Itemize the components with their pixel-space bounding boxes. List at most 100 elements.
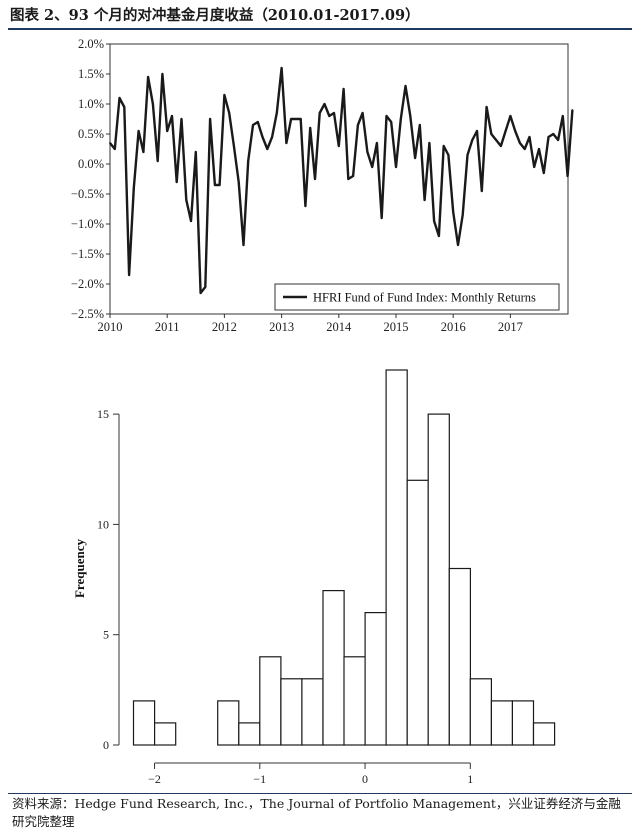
data-point [523, 148, 526, 150]
data-point [137, 130, 140, 132]
data-point [352, 175, 354, 177]
data-point [223, 94, 226, 96]
data-point [461, 214, 464, 216]
series-line-hfri [109, 66, 574, 295]
data-point [519, 142, 521, 144]
data-point [542, 172, 545, 174]
x-tick-label: 2010 [98, 320, 123, 334]
data-point [557, 139, 559, 141]
histogram-bar [322, 590, 345, 746]
legend: HFRI Fund of Fund Index: Monthly Returns [274, 283, 560, 311]
data-point [433, 220, 435, 222]
data-point [452, 211, 455, 213]
histogram-bar [448, 567, 471, 746]
data-point [428, 142, 431, 144]
x-tick-label: 2012 [212, 320, 237, 334]
data-point [166, 130, 169, 132]
data-point [414, 157, 416, 159]
data-point [380, 217, 383, 219]
x-tick-label: −2 [148, 772, 161, 786]
data-point [194, 151, 197, 153]
data-point [552, 133, 555, 135]
data-point [376, 142, 378, 144]
data-point [447, 154, 450, 156]
data-point [204, 286, 207, 288]
data-point [466, 154, 469, 156]
data-point [285, 142, 288, 144]
source-note: 资料来源：Hedge Fund Research, Inc.，The Journ… [12, 796, 621, 829]
data-point [214, 184, 216, 186]
histogram-bar [406, 479, 429, 746]
data-point [190, 220, 192, 222]
histogram-bar [217, 700, 240, 746]
y-tick-label: 2.0% [78, 37, 104, 51]
data-point [199, 292, 202, 294]
data-point [261, 136, 264, 138]
plot-frame [109, 43, 569, 315]
data-point [247, 160, 250, 162]
y-tick-label: −2.5% [71, 307, 104, 321]
line-chart: 2.0% 1.5% 1.0% 0.5% 0.0% −0.5% −1.0% −1.5% −2.0%… [71, 37, 574, 334]
data-point [171, 115, 173, 117]
histogram-bar [511, 700, 535, 746]
data-point [500, 145, 502, 147]
data-point [242, 244, 245, 246]
data-point [566, 175, 569, 177]
y-tick-label: 1.5% [78, 67, 104, 81]
data-point [299, 118, 302, 120]
data-point [275, 112, 278, 114]
data-point [347, 178, 350, 180]
figure-title: 图表 2、93 个月的对冲基金月度收益（2010.01-2017.09） [10, 7, 420, 24]
y-tick-label: 1.0% [78, 97, 104, 111]
data-point [161, 73, 164, 75]
histogram-bar [132, 700, 156, 746]
data-point [123, 106, 126, 108]
histogram-chart: 0 5 10 15 Frequency −2 −1 0 1 [72, 369, 556, 786]
data-point [547, 136, 550, 138]
data-point [457, 244, 459, 246]
x-tick-label: 2013 [269, 320, 294, 334]
data-point [256, 121, 259, 123]
data-point [533, 166, 536, 168]
data-point [361, 112, 364, 114]
data-point [490, 133, 493, 135]
x-tick-label: 1 [467, 772, 473, 786]
source-divider [8, 793, 632, 794]
data-point [371, 166, 374, 168]
y-tick-label: 0.5% [78, 127, 104, 141]
histogram-bar [259, 656, 282, 746]
data-point [399, 118, 402, 120]
data-point [514, 130, 517, 132]
y-tick-label: −0.5% [71, 187, 104, 201]
data-point [333, 112, 335, 114]
histogram-bar [280, 678, 303, 746]
data-point [142, 151, 145, 153]
data-point [218, 184, 221, 186]
data-point [561, 115, 564, 117]
histogram-bar [469, 678, 492, 746]
data-point [385, 115, 388, 117]
data-point [366, 151, 369, 153]
data-point [418, 124, 421, 126]
data-point [180, 118, 183, 120]
data-point [228, 112, 231, 114]
histogram-bar [238, 722, 261, 746]
x-tick-label: 2017 [498, 320, 523, 334]
data-point [113, 148, 116, 150]
data-point [147, 76, 150, 78]
x-tick-label: 0 [362, 772, 368, 786]
x-tick-label: 2011 [155, 320, 180, 334]
data-point [271, 136, 273, 138]
data-point [395, 166, 397, 168]
data-point [409, 115, 412, 117]
data-point [266, 148, 269, 150]
y-tick-label: −2.0% [71, 277, 104, 291]
data-point [337, 145, 340, 147]
histogram-bar [154, 722, 177, 746]
x-tick-label: −1 [253, 772, 266, 786]
y-tick-label: 10 [97, 517, 109, 531]
data-point [390, 121, 393, 123]
data-point [571, 109, 574, 111]
data-point [309, 127, 312, 129]
data-point [128, 274, 131, 276]
